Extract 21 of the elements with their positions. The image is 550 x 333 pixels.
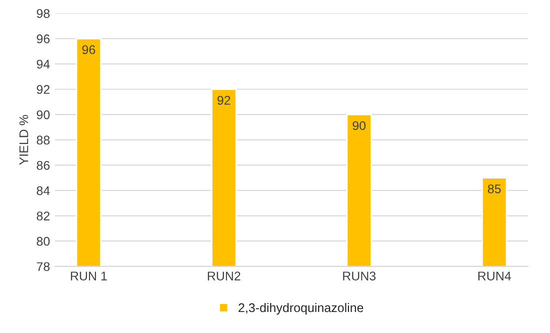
- y-tick-label: 84: [36, 186, 50, 196]
- y-tick-label: 92: [36, 85, 50, 94]
- data-label: 90: [352, 121, 366, 130]
- x-tick-label: RUN2: [208, 272, 240, 280]
- x-tick-label: RUN 1: [70, 272, 107, 280]
- x-tick-label: RUN3: [343, 272, 376, 280]
- data-label: 92: [218, 96, 230, 105]
- x-tick-label: RUN4: [478, 272, 511, 280]
- y-tick-label: 96: [36, 34, 50, 44]
- data-label: 85: [488, 184, 501, 194]
- y-axis-title: YIELD %: [19, 114, 28, 165]
- data-label: 96: [82, 45, 96, 54]
- y-tick-label: 94: [36, 60, 50, 69]
- y-tick-label: 90: [36, 110, 50, 120]
- y-tick-label: 86: [36, 160, 50, 170]
- y-tick-label: 98: [36, 9, 50, 18]
- y-tick-label: 82: [36, 212, 50, 220]
- y-tick-label: 80: [36, 236, 50, 246]
- y-tick-label: 78: [36, 262, 50, 272]
- legend-label: 2,3-dihydroquinazoline: [238, 302, 364, 315]
- y-tick-label: 88: [36, 136, 50, 145]
